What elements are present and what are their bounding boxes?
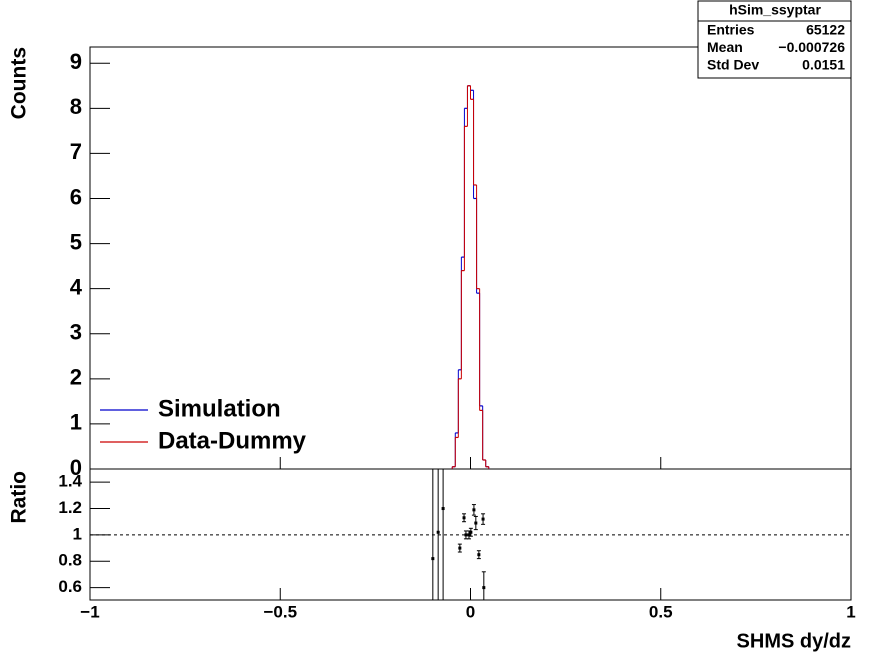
y-tick-label: 1	[73, 524, 82, 543]
y-tick-label: 1.4	[58, 472, 82, 491]
x-axis-title: SHMS dy/dz	[737, 630, 851, 652]
ratio-point	[482, 586, 486, 590]
y-tick-label: 9	[70, 49, 82, 74]
y-axis-title: Ratio	[8, 471, 31, 524]
stats-value: 0.0151	[802, 57, 845, 73]
y-tick-label: 1.2	[58, 498, 82, 517]
y-tick-label: 1	[70, 410, 82, 435]
ratio-point	[477, 553, 481, 557]
ratio-point	[472, 508, 476, 512]
ratio-point	[467, 533, 471, 537]
y-tick-label: 3	[70, 320, 82, 345]
stats-value: 65122	[806, 22, 845, 38]
legend-label: Data-Dummy	[158, 427, 307, 454]
stats-frame	[697, 0, 852, 79]
y-tick-label: 2	[70, 365, 82, 390]
ratio-point	[441, 507, 445, 511]
x-tick-label: −1	[80, 602, 99, 621]
stats-label: Mean	[707, 39, 743, 55]
y-tick-label: 7	[70, 139, 82, 164]
x-tick-label: 0.5	[649, 602, 673, 621]
y-tick-label: 0.6	[58, 577, 82, 596]
ratio-point	[458, 546, 462, 550]
y-tick-label: 5	[70, 229, 82, 254]
stats-value: −0.000726	[778, 39, 845, 55]
stats-box: hSim_ssyptar	[697, 0, 852, 79]
ratio-point	[431, 557, 435, 561]
histogram-series	[451, 85, 490, 469]
stats-label: Std Dev	[707, 57, 759, 73]
y-tick-label: 6	[70, 184, 82, 209]
y-tick-label: 4	[70, 274, 83, 299]
y-tick-label: 0	[70, 455, 82, 480]
x-tick-label: −0.5	[263, 602, 297, 621]
y-tick-label: 0.8	[58, 551, 82, 570]
ratio-point	[464, 533, 468, 537]
ratio-point	[474, 521, 478, 525]
y-tick-label: 8	[70, 94, 82, 119]
ratio-point	[436, 530, 440, 534]
stats-title: hSim_ssyptar	[729, 2, 821, 18]
ratio-point	[462, 516, 466, 520]
stats-label: Entries	[707, 22, 755, 38]
x-tick-label: 0	[466, 602, 475, 621]
ratio-point	[469, 530, 473, 534]
ratio-point	[481, 517, 485, 521]
x-tick-label: 1	[846, 602, 855, 621]
legend-label: Simulation	[158, 395, 281, 422]
y-axis-title: Counts	[8, 47, 31, 119]
